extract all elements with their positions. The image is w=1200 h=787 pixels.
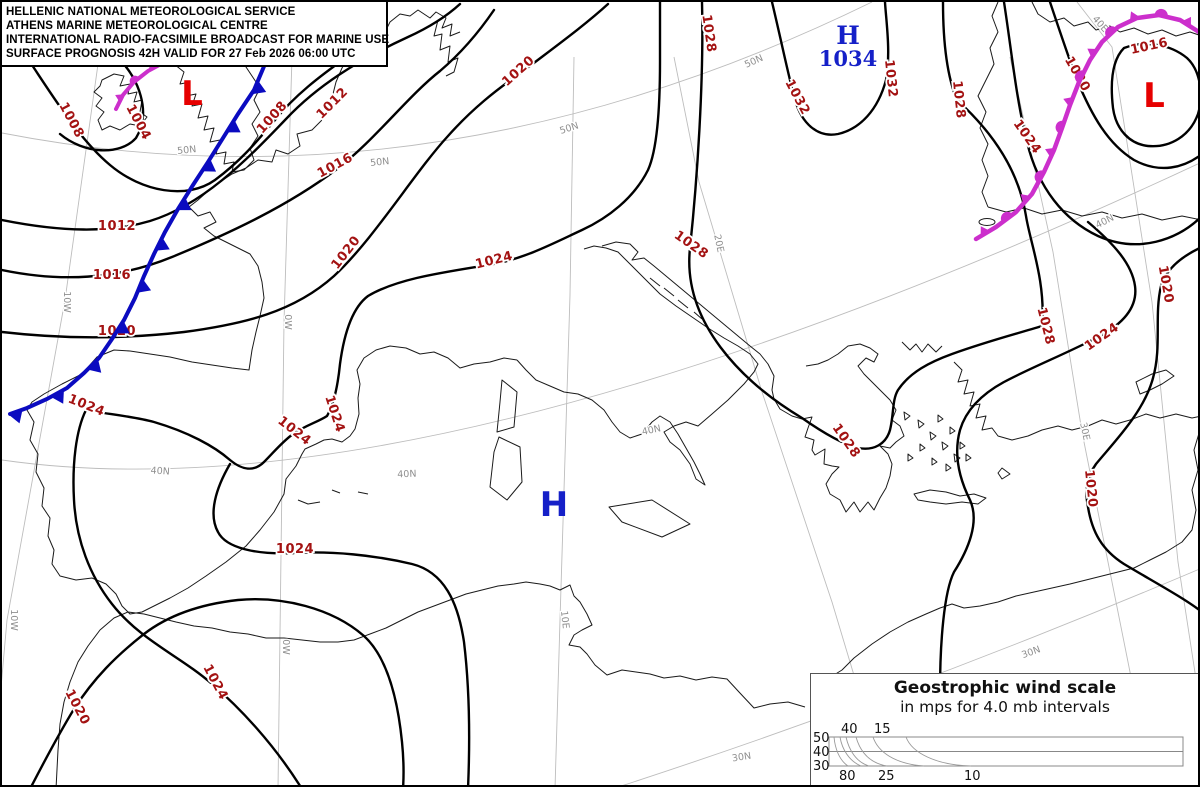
wind-tick-top-15: 15	[874, 722, 891, 737]
front-semicircle	[1105, 26, 1117, 38]
isobar-label: 1016	[93, 268, 131, 283]
geostrophic-wind-scale: Geostrophic wind scale in mps for 4.0 mb…	[810, 673, 1198, 785]
isobar-label: 1020	[329, 233, 364, 272]
front-triangle	[201, 158, 217, 172]
graticule-label: 50N	[177, 144, 197, 157]
front-triangle	[226, 119, 241, 133]
graticule-label: 10E	[558, 610, 571, 629]
front-semicircle	[129, 75, 140, 85]
isobar-label: 1024	[66, 392, 107, 420]
wind-tick-top-40: 40	[841, 722, 858, 737]
graticule-label: 30N	[731, 751, 752, 765]
graticule-label: 40N	[150, 465, 170, 477]
front-triangle	[137, 278, 152, 293]
wind-tick-left-30: 30	[813, 759, 830, 774]
graticule-label: 40N	[641, 423, 662, 438]
front-triangle	[1181, 16, 1191, 27]
graticule-label: 50N	[370, 156, 390, 169]
wind-scale-nomogram: 50 40 30 40 15 80 25 10	[813, 722, 1184, 784]
wind-scale-title: Geostrophic wind scale	[893, 678, 1117, 698]
isobar-label: 1020	[499, 53, 537, 90]
pressure-center-h: H	[540, 485, 568, 525]
header-validity-line: SURFACE PROGNOSIS 42H VALID FOR 27 Feb 2…	[6, 48, 356, 61]
isobar-label: 1028	[698, 14, 718, 54]
isobar-label: 1008	[254, 98, 291, 136]
wind-tick-bottom-25: 25	[878, 769, 895, 784]
header-centre-line: ATHENS MARINE METEOROLOGICAL CENTRE	[6, 20, 268, 33]
front-semicircle	[1034, 170, 1045, 183]
pressure-center-l: L	[1143, 76, 1165, 116]
cold-front-line	[8, 62, 267, 416]
graticule-label: 30E	[1077, 421, 1092, 441]
front-semicircle	[1154, 8, 1168, 18]
front-triangle	[8, 409, 23, 424]
isobar-label: 1004	[123, 102, 154, 143]
graticule-label: 10W	[8, 609, 19, 631]
front-triangle	[1087, 48, 1098, 58]
isobar-label: 1032	[881, 59, 900, 99]
isobar-label: 1016	[1129, 35, 1169, 58]
header-broadcast-line: INTERNATIONAL RADIO-FACSIMILE BROADCAST …	[6, 34, 390, 47]
isobar-label: 1028	[1033, 306, 1057, 347]
front-semicircle	[1074, 70, 1085, 83]
graticule-label: 50N	[743, 53, 765, 71]
isobar-label: 1020	[1081, 469, 1100, 509]
front-semicircle	[1000, 211, 1013, 223]
header-service-line: HELLENIC NATIONAL METEOROLOGICAL SERVICE	[6, 6, 296, 18]
graticule-label: 0W	[282, 314, 293, 330]
pressure-center-l: L	[181, 74, 203, 114]
coastlines	[26, 2, 1198, 785]
wind-tick-left-40: 40	[813, 745, 830, 760]
graticule-label: 0W	[280, 639, 291, 655]
isobar-label: 1024	[200, 662, 231, 703]
graticule-label: 10W	[61, 291, 72, 313]
isobar-label: 1024	[1082, 320, 1122, 354]
wind-scale-subtitle: in mps for 4.0 mb intervals	[900, 698, 1110, 716]
front-semicircle	[1055, 120, 1065, 134]
isobar-label: 1028	[829, 421, 863, 461]
front-triangle	[980, 226, 990, 237]
front-triangle	[1063, 97, 1074, 107]
isobar-label: 1016	[315, 150, 356, 181]
wind-tick-bottom-10: 10	[964, 769, 981, 784]
front-triangle	[50, 389, 64, 404]
isobar-label: 1024	[474, 249, 515, 273]
isobar-label: 1032	[782, 77, 813, 118]
isobar-label: 1024	[321, 393, 347, 434]
graticule-label: 30N	[1020, 644, 1042, 661]
front-triangle	[1045, 147, 1055, 158]
front-triangle	[115, 320, 130, 334]
front-triangle	[115, 94, 124, 103]
wind-tick-left-50: 50	[813, 731, 830, 746]
wind-tick-bottom-80: 80	[839, 769, 856, 784]
graticule-label: 20E	[711, 233, 726, 253]
graticule-label: 40N	[397, 469, 417, 481]
front-triangle	[1129, 11, 1140, 22]
chart-header: HELLENIC NATIONAL METEOROLOGICAL SERVICE…	[2, 2, 390, 68]
isobar-label: 1012	[98, 219, 136, 234]
front-triangle	[87, 358, 102, 373]
pressure-center-h: H	[836, 21, 860, 50]
pressure-center-value: 1034	[819, 46, 877, 71]
front-triangle	[252, 80, 267, 95]
graticule-label: 50N	[558, 120, 580, 136]
front-triangle	[155, 237, 170, 251]
isobar-label: 1024	[276, 542, 314, 557]
isobar-label: 1024	[1010, 117, 1044, 157]
front-triangle	[1020, 194, 1031, 204]
front-triangle	[177, 197, 192, 211]
isobar-label: 1028	[949, 80, 968, 120]
